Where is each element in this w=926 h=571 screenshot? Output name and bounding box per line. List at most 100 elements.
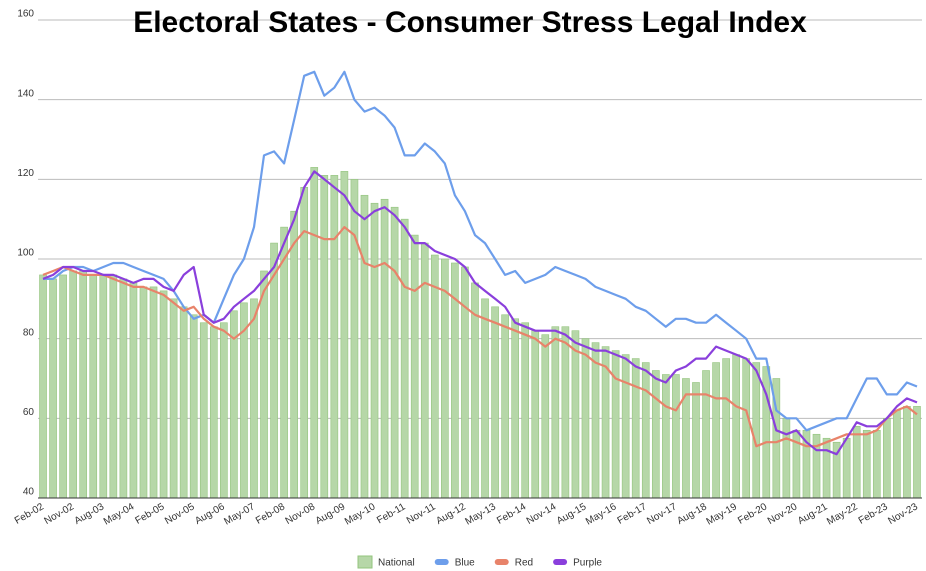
bar [69,270,77,499]
bar [611,350,620,499]
bar [430,254,439,499]
x-tick-label: Nov-17 [645,501,679,527]
y-tick-label: 40 [23,487,35,498]
bar [511,318,519,499]
x-tick-label: Feb-08 [254,501,287,527]
bar [531,330,540,499]
bar [491,306,499,499]
bar [651,370,660,499]
legend-item: Red [494,558,533,569]
bar [370,202,379,499]
x-tick-label: Feb-11 [375,501,408,526]
x-tick-label: Aug-18 [675,501,709,527]
x-tick-label: Aug-21 [796,501,830,527]
x-tick-label: May-10 [343,501,378,527]
bar [672,374,680,499]
bar [400,218,409,499]
bar [702,370,710,499]
x-tick-label: Feb-23 [857,501,890,527]
bar [692,382,700,499]
x-tick-label: May-19 [705,501,740,527]
bar [561,326,570,499]
bar [621,354,630,499]
y-tick-label: 80 [23,327,35,338]
x-tick-label: Aug-15 [555,501,589,527]
bar [822,437,831,499]
bar [59,274,67,499]
legend-label: National [378,558,415,569]
bar [712,362,720,499]
bar [903,406,911,499]
x-tick-label: Aug-06 [193,501,227,527]
bar [893,410,901,499]
x-tick-label: Aug-12 [434,501,468,527]
bar [330,175,339,499]
bar [360,194,369,499]
x-tick-label: May-16 [584,501,619,527]
x-tick-label: Nov-02 [43,501,77,527]
bar [571,330,580,499]
bar [913,406,921,499]
x-tick-label: Nov-11 [405,501,438,526]
bar [420,242,429,499]
bar [49,278,57,499]
bar [883,418,891,499]
bar [461,266,469,499]
bar [752,362,761,499]
bar [722,358,730,499]
legend-label: Red [515,558,533,569]
x-tick-label: Nov-05 [163,501,197,527]
legend-swatch [553,559,568,565]
legend-label: Purple [573,558,602,569]
bar [862,429,871,499]
bar [852,425,861,499]
bar [842,437,851,499]
line-series [43,70,918,432]
bar [159,290,168,499]
bar [481,298,489,499]
line-series [42,226,918,448]
bar [209,326,218,499]
bar [541,334,550,499]
x-tick-label: Nov-08 [284,501,318,527]
bar [119,278,128,499]
bar [872,429,881,499]
x-tick-label: May-22 [825,501,860,527]
bar [39,274,47,499]
bar [742,358,751,499]
bar [410,234,419,499]
bar [199,322,208,499]
bar [380,198,389,499]
chart-title: Electoral States - Consumer Stress Legal… [133,6,807,39]
legend: National Blue Red Purple [357,555,602,569]
bar [390,206,399,499]
bar [350,179,359,499]
bar [501,314,509,499]
bar [89,274,98,499]
x-tick-label: Nov-23 [886,501,920,527]
x-tick-label: Nov-14 [525,501,559,527]
bar [521,322,530,499]
x-tick-label: Feb-20 [736,501,769,527]
bar [220,322,228,499]
bar [79,270,88,499]
bar [129,282,138,499]
bar [270,242,278,499]
y-tick-label: 100 [17,248,34,259]
bar [732,354,740,499]
bar [109,274,118,499]
bar [310,167,319,499]
x-tick-label: Feb-05 [133,501,166,527]
x-tick-label: Feb-14 [495,501,528,527]
bar [169,298,178,499]
bar [260,270,268,499]
bar [662,374,670,499]
bar [280,226,288,499]
x-tick-label: Aug-03 [73,501,107,527]
bar [812,433,821,499]
y-tick-label: 140 [17,88,34,99]
bar [551,326,560,499]
bar [149,286,158,499]
